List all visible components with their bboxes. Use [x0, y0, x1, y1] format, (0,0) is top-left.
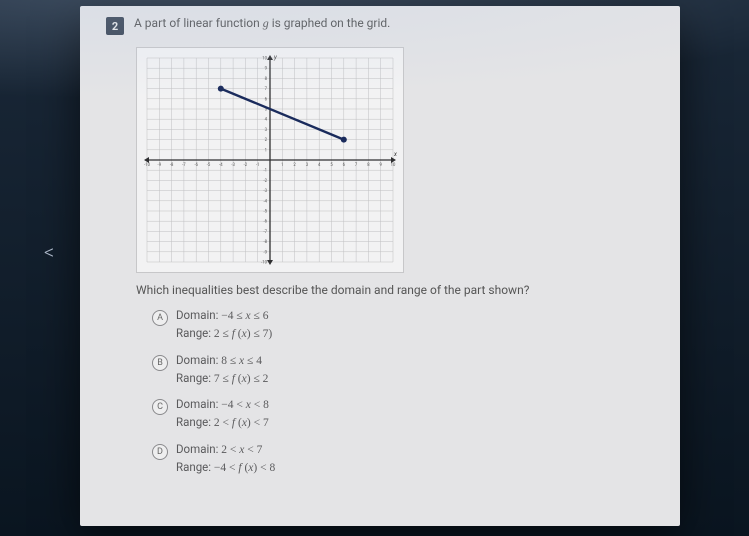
svg-text:-10: -10	[261, 261, 268, 266]
svg-text:-1: -1	[263, 169, 267, 174]
choice-letter-bubble[interactable]: D	[152, 444, 168, 460]
svg-text:10: 10	[391, 163, 396, 168]
svg-text:-1: -1	[256, 163, 260, 168]
subquestion-text: Which inequalities best describe the dom…	[136, 283, 654, 297]
question-card: 2 A part of linear function g is graphed…	[80, 6, 680, 526]
choice-text: Domain: 2 < x < 7Range: −4 < f (x) < 8	[176, 441, 275, 478]
answer-choice[interactable]: B Domain: 8 ≤ x ≤ 4Range: 7 ≤ f (x) ≤ 2	[152, 352, 654, 389]
svg-text:y: y	[273, 54, 277, 61]
choice-text: Domain: 8 ≤ x ≤ 4Range: 7 ≤ f (x) ≤ 2	[176, 352, 268, 389]
answer-choices: A Domain: −4 ≤ x ≤ 6Range: 2 ≤ f (x) ≤ 7)…	[152, 307, 654, 477]
choice-letter-bubble[interactable]: A	[152, 310, 168, 326]
answer-choice[interactable]: A Domain: −4 ≤ x ≤ 6Range: 2 ≤ f (x) ≤ 7)	[152, 307, 654, 344]
svg-text:1: 1	[265, 148, 267, 153]
answer-choice[interactable]: D Domain: 2 < x < 7Range: −4 < f (x) < 8	[152, 441, 654, 478]
question-number-badge: 2	[106, 17, 124, 35]
choice-letter-bubble[interactable]: B	[152, 355, 168, 371]
choice-text: Domain: −4 < x < 8Range: 2 < f (x) < 7	[176, 396, 269, 433]
graph-panel: -10-9-8-7-6-5-4-3-2-11234567891010987654…	[136, 47, 404, 273]
answer-choice[interactable]: C Domain: −4 < x < 8Range: 2 < f (x) < 7	[152, 396, 654, 433]
svg-text:x: x	[393, 151, 397, 158]
svg-text:-10: -10	[144, 163, 151, 168]
question-text: A part of linear function g is graphed o…	[134, 16, 390, 31]
svg-text:1: 1	[281, 163, 283, 168]
choice-text: Domain: −4 ≤ x ≤ 6Range: 2 ≤ f (x) ≤ 7)	[176, 307, 272, 344]
prev-chevron[interactable]: <	[44, 240, 54, 264]
coordinate-graph: -10-9-8-7-6-5-4-3-2-11234567891010987654…	[143, 54, 397, 266]
choice-letter-bubble[interactable]: C	[152, 399, 168, 415]
svg-text:10: 10	[262, 57, 267, 62]
